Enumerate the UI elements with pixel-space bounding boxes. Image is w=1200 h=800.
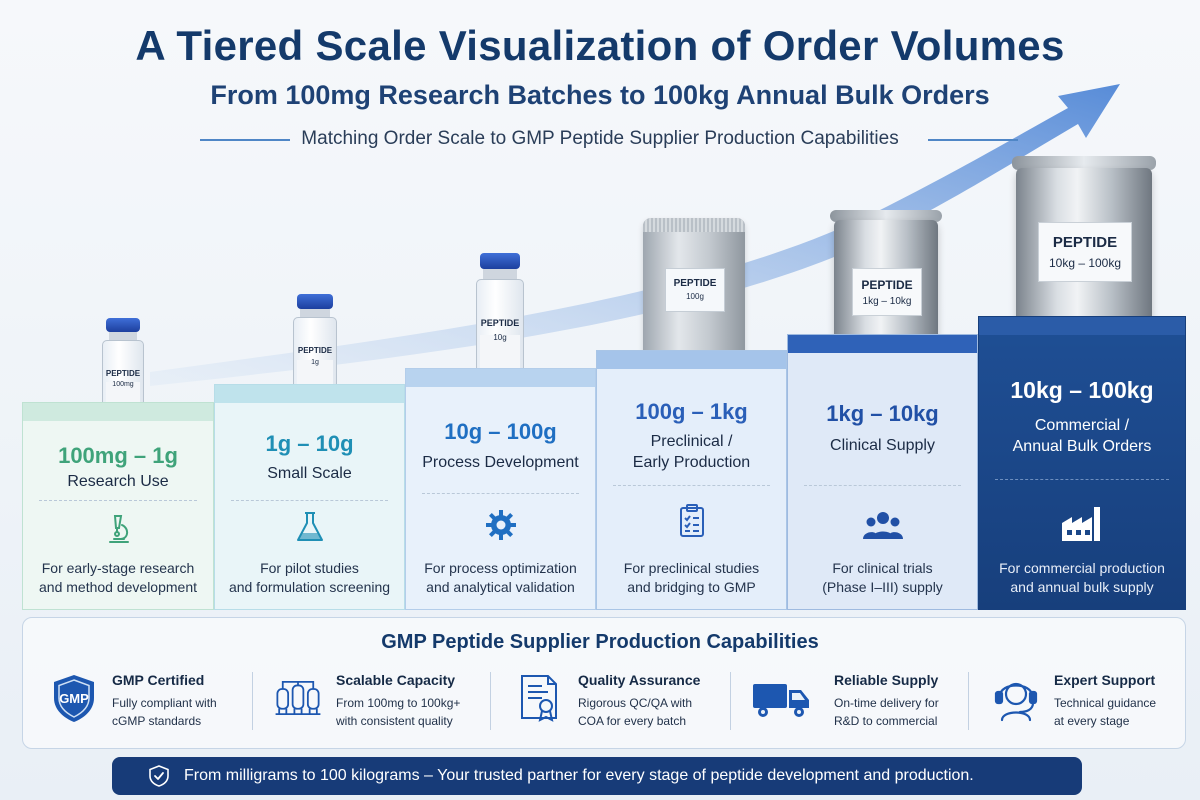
drum-label: PEPTIDE — [861, 278, 913, 292]
vial-label: PEPTIDE — [105, 369, 141, 378]
tier-desc-line1: For pilot studies — [260, 560, 359, 576]
tier-small-scale: 1g – 10g Small Scale For pilot studies a… — [214, 384, 405, 610]
tier-label-line1: Commercial / — [1034, 417, 1130, 434]
page-title: A Tiered Scale Visualization of Order Vo… — [135, 22, 1065, 69]
certificate-icon — [521, 675, 557, 722]
tier-range: 10kg – 100kg — [1010, 377, 1154, 403]
tier-range: 100g – 1kg — [635, 399, 748, 424]
capability-reliable-supply: Reliable Supply On-time delivery for R&D… — [750, 668, 950, 738]
capability-desc-line2: with consistent quality — [336, 714, 453, 728]
pouch-amount: 100g — [686, 292, 704, 301]
tier-label-line2: Annual Bulk Orders — [1012, 438, 1152, 455]
tier-range: 100mg – 1g — [58, 443, 178, 468]
tagline-rule-left — [200, 139, 290, 141]
drum-amount: 10kg – 100kg — [1048, 256, 1122, 270]
capability-name: Expert Support — [1054, 672, 1156, 688]
capability-desc-line1: Fully compliant with — [112, 696, 217, 710]
gear-icon — [485, 510, 516, 540]
tier-range: 10g – 100g — [444, 419, 557, 444]
vial-label: PEPTIDE — [480, 318, 520, 328]
tier-desc-line1: For process optimization — [424, 560, 577, 576]
capability-desc-line1: Technical guidance — [1054, 696, 1157, 710]
product-drum-1kg: PEPTIDE 1kg – 10kg — [830, 210, 942, 352]
tier-research-use: 100mg – 1g Research Use For early-stage … — [22, 402, 214, 610]
tier-label-line2: Early Production — [632, 454, 751, 471]
capability-separator — [252, 672, 253, 730]
tier-preclinical: 100g – 1kg Preclinical / Early Productio… — [596, 350, 787, 610]
vial-amount: 10g — [493, 333, 507, 342]
capability-desc-line2: cGMP standards — [112, 714, 202, 728]
tier-desc-line1: For early-stage research — [41, 560, 195, 576]
capability-name: Scalable Capacity — [336, 672, 456, 688]
tier-desc-line1: For clinical trials — [832, 560, 933, 576]
tier-desc-line2: and method development — [39, 579, 197, 595]
vial-label: PEPTIDE — [297, 346, 333, 355]
footer-banner: From milligrams to 100 kilograms – Your … — [112, 757, 1082, 795]
capability-desc-line1: Rigorous QC/QA with — [578, 696, 693, 710]
product-vial-100mg: PEPTIDE 100mg — [100, 318, 146, 414]
reactors-icon — [275, 680, 321, 716]
tier-process-development: 10g – 100g Process Development For proce… — [405, 368, 596, 610]
capability-name: Quality Assurance — [578, 672, 701, 688]
tier-desc-line2: (Phase I–III) supply — [822, 579, 943, 595]
capability-desc-line2: R&D to commercial — [834, 714, 938, 728]
capabilities-panel — [22, 617, 1186, 749]
capability-desc-line1: From 100mg to 100kg+ — [336, 696, 461, 710]
tier-label-line1: Preclinical / — [650, 433, 733, 450]
tier-desc-line2: and formulation screening — [228, 579, 391, 595]
capabilities-title: GMP Peptide Supplier Production Capabili… — [381, 631, 819, 653]
checklist-icon — [679, 504, 704, 537]
tier-desc-line2: and bridging to GMP — [627, 579, 756, 595]
pouch-label: PEPTIDE — [673, 278, 717, 289]
tier-label: Clinical Supply — [830, 437, 935, 454]
product-vial-1g: PEPTIDE 1g — [291, 294, 339, 394]
tier-label: Research Use — [67, 473, 169, 490]
capability-separator — [490, 672, 491, 730]
shield-check-icon — [149, 765, 169, 787]
tier-range: 1g – 10g — [265, 431, 354, 456]
capability-name: GMP Certified — [112, 672, 205, 688]
product-drum-10kg: PEPTIDE 10kg – 100kg — [1012, 156, 1156, 336]
tier-desc-line2: and analytical validation — [426, 579, 575, 595]
capability-desc-line2: at every stage — [1054, 714, 1130, 728]
flask-icon — [296, 512, 323, 541]
capability-name: Reliable Supply — [834, 672, 939, 688]
capability-desc-line2: COA for every batch — [578, 714, 687, 728]
tier-clinical-supply: 1kg – 10kg Clinical Supply For clinical … — [787, 334, 978, 610]
tier-range: 1kg – 10kg — [826, 401, 939, 426]
page-subtitle: From 100mg Research Batches to 100kg Ann… — [210, 80, 990, 110]
capability-gmp-certified: GMP GMP Certified Fully compliant with c… — [48, 668, 238, 738]
drum-label: PEPTIDE — [1052, 234, 1118, 251]
gmp-shield-icon: GMP — [54, 675, 94, 722]
factory-icon — [1062, 507, 1100, 541]
microscope-icon — [109, 515, 129, 543]
capability-separator — [968, 672, 969, 730]
product-pouch-100g: PEPTIDE 100g — [643, 218, 745, 363]
vial-amount: 100mg — [112, 381, 134, 388]
capability-desc-line1: On-time delivery for — [834, 696, 939, 710]
capability-scalable-capacity: Scalable Capacity From 100mg to 100kg+ w… — [272, 668, 472, 738]
drum-amount: 1kg – 10kg — [862, 296, 912, 307]
gmp-badge-text: GMP — [59, 691, 89, 706]
people-icon — [862, 512, 903, 539]
tier-label: Small Scale — [267, 465, 352, 482]
capability-separator — [730, 672, 731, 730]
capability-expert-support: Expert Support Technical guidance at eve… — [990, 668, 1170, 738]
tagline-rule-right — [928, 139, 1018, 141]
footer-text: From milligrams to 100 kilograms – Your … — [184, 767, 974, 784]
capability-quality-assurance: Quality Assurance Rigorous QC/QA with CO… — [514, 668, 714, 738]
tagline: Matching Order Scale to GMP Peptide Supp… — [301, 128, 899, 149]
headset-icon — [994, 682, 1038, 722]
tier-desc-line2: and annual bulk supply — [1010, 579, 1154, 595]
tier-desc-line1: For preclinical studies — [623, 560, 760, 576]
tier-label: Process Development — [422, 454, 579, 471]
truck-icon — [753, 684, 809, 717]
tier-desc-line1: For commercial production — [999, 560, 1165, 576]
tier-commercial: 10kg – 100kg Commercial / Annual Bulk Or… — [978, 316, 1186, 610]
vial-amount: 1g — [311, 359, 319, 366]
product-vial-10g: PEPTIDE 10g — [474, 253, 526, 381]
